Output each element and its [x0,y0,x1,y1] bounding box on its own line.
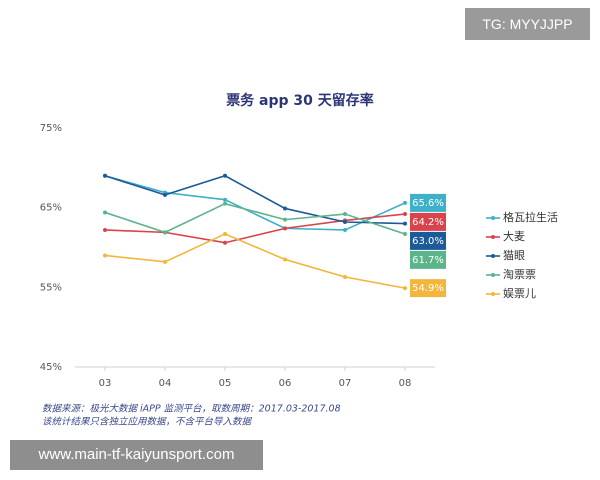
legend-marker [491,292,495,296]
x-tick-label: 06 [279,378,292,389]
value-label: 65.6% [412,198,444,209]
point [103,210,107,215]
point [223,240,227,245]
point [223,231,227,236]
point [403,212,407,217]
point [283,217,287,222]
watermark: www.main-tf-kaiyunsport.com [10,440,263,470]
series-line [104,213,406,244]
point [403,221,407,226]
point [403,200,407,205]
value-label: 64.2% [412,217,444,228]
series-line [104,233,406,289]
point [223,201,227,206]
x-tick-label: 04 [159,378,172,389]
legend-marker [491,273,495,277]
point [223,173,227,178]
point [163,230,167,235]
value-label-box [410,212,446,231]
y-tick-label: 65% [40,203,62,214]
point [403,286,407,291]
point [343,220,347,225]
legend-label: 大麦 [503,229,525,243]
value-label-box [410,231,446,250]
point [163,192,167,197]
point [283,206,287,211]
point [103,173,107,178]
legend-label: 淘票票 [503,268,536,281]
value-label: 61.7% [412,255,444,266]
point [223,197,227,202]
series-line [104,174,406,225]
legend-label: 娱票儿 [503,286,536,300]
x-tick-label: 05 [219,378,232,389]
series-line [104,175,406,231]
point [343,274,347,279]
y-tick-label: 55% [40,282,62,293]
y-tick-label: 75% [40,123,62,134]
point [283,226,287,231]
scope-note: 该统计结果只含独立应用数据，不含平台导入数据 [42,416,253,428]
value-label-box [410,250,446,269]
value-label-box [410,279,446,298]
legend-label: 格瓦拉生活 [503,210,558,224]
legend-marker [491,235,495,239]
chart-title: 票务 app 30 天留存率 [226,92,374,109]
value-label: 63.0% [412,236,444,247]
y-tick-label: 45% [40,362,62,373]
value-label: 54.9% [412,283,444,294]
x-tick-label: 07 [339,378,352,389]
point [163,259,167,264]
point [343,212,347,217]
legend-marker [491,254,495,258]
badge: TG: MYYJJPP [465,8,590,40]
source-note: 数据来源：极光大数据 iAPP 监测平台，取数周期：2017.03-2017.0… [42,403,341,415]
legend-marker [491,216,495,220]
value-label-box [410,193,446,212]
point [403,231,407,236]
x-tick-label: 08 [399,378,412,389]
series-line [104,202,406,235]
point [283,257,287,262]
point [103,253,107,258]
point [103,227,107,232]
point [343,227,347,232]
legend-label: 猫眼 [503,249,525,262]
x-tick-label: 03 [99,378,112,389]
